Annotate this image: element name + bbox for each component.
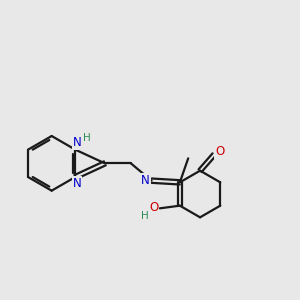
Text: N: N [73, 177, 81, 190]
Text: N: N [141, 173, 150, 187]
Text: H: H [83, 133, 91, 143]
Text: N: N [73, 136, 81, 149]
Text: H: H [141, 211, 149, 221]
Text: O: O [215, 146, 225, 158]
Text: O: O [149, 201, 158, 214]
